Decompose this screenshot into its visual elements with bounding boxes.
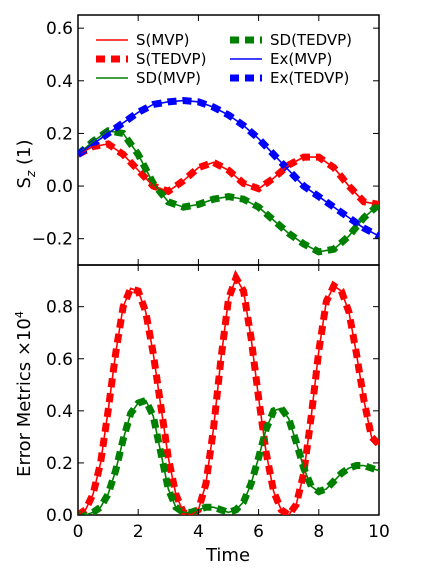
legend-label-4: Ex(MVP) [270, 50, 332, 68]
bottom-xtick-label: 0 [73, 522, 84, 542]
bottom-xtick-label: 2 [133, 522, 144, 542]
top-ytick-label: 0.6 [46, 19, 73, 39]
bottom-y-label-exp: 4 [13, 311, 26, 318]
top-y-label-main: S [14, 177, 35, 188]
legend-label-1: S(TEDVP) [136, 50, 206, 68]
bottom-xtick-label: 10 [368, 522, 390, 542]
bottom-ytick-label: 0.2 [46, 454, 73, 474]
top-panel: −0.20.00.20.40.6 Sz (1) S(MVP)S(TEDVP)SD… [14, 14, 380, 266]
top-y-label-sub: z [24, 170, 38, 178]
bottom-y-axis-label: Error Metrics ×104 [13, 311, 35, 477]
top-ytick-label: −0.2 [32, 230, 73, 250]
top-ytick-label: 0.4 [46, 72, 73, 92]
legend-label-3: SD(TEDVP) [270, 31, 352, 49]
top-ytick-label: 0.2 [46, 124, 73, 144]
bottom-ytick-label: 0.8 [46, 298, 73, 318]
top-series-line-0 [78, 143, 379, 206]
top-series-line-4 [78, 99, 379, 237]
top-axes-frame [77, 14, 380, 266]
legend-label-2: SD(MVP) [136, 69, 201, 87]
x-axis-label: Time [205, 545, 250, 566]
bottom-series-line-2 [78, 399, 379, 515]
bottom-ytick-label: 0.0 [46, 506, 73, 526]
bottom-y-label-text: Error Metrics [14, 362, 35, 477]
bottom-xtick-label: 6 [253, 522, 264, 542]
top-y-label-rest: (1) [14, 140, 35, 171]
bottom-panel: 0.0 0.2 0.4 0.6 0.8 0 2 4 6 8 10 Error Metrics ×10… [13, 264, 390, 566]
legend-label-5: Ex(TEDVP) [270, 69, 349, 87]
bottom-y-label-scale: ×10 [14, 318, 35, 356]
top-ytick-label: 0.0 [46, 177, 73, 197]
bottom-xtick-label: 4 [193, 522, 204, 542]
bottom-series-line-3 [78, 396, 379, 515]
bottom-ytick-label: 0.4 [46, 402, 73, 422]
legend-label-0: S(MVP) [136, 31, 189, 49]
legend: S(MVP)S(TEDVP)SD(MVP) SD(TEDVP)Ex(MVP)Ex(… [96, 31, 352, 87]
bottom-ytick-label: 0.6 [46, 350, 73, 370]
top-series-line-2 [78, 129, 379, 253]
bottom-xtick-label: 8 [313, 522, 324, 542]
bottom-axes-frame [77, 264, 380, 516]
bottom-series-line-0 [78, 276, 379, 515]
top-y-axis-label: Sz (1) [14, 140, 38, 189]
